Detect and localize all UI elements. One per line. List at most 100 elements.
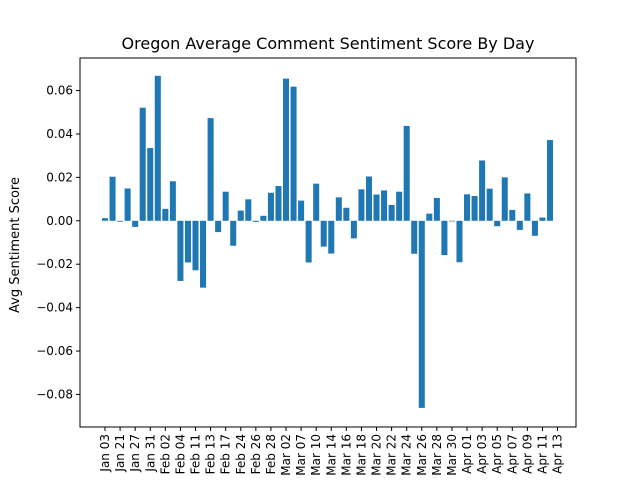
bar-31	[335, 197, 342, 221]
x-tick-label: Feb 11	[189, 434, 203, 474]
x-tick-label: Apr 03	[475, 434, 489, 474]
bar-29	[320, 220, 327, 247]
bar-18	[237, 210, 244, 221]
x-tick-label: Mar 07	[294, 434, 308, 476]
bar-20	[252, 220, 259, 222]
bar-51	[486, 188, 493, 221]
bar-38	[388, 204, 395, 221]
bar-42	[418, 220, 425, 408]
x-tick-label: Jan 27	[128, 434, 142, 473]
y-tick-label: 0.00	[46, 214, 73, 228]
bar-4	[132, 220, 139, 227]
bar-34	[358, 189, 365, 221]
bars-group	[101, 75, 554, 408]
bar-26	[298, 200, 305, 221]
x-tick-label: Feb 02	[158, 434, 172, 474]
y-tick-label: 0.02	[46, 170, 73, 184]
bar-17	[230, 220, 237, 246]
bar-19	[245, 199, 252, 221]
bar-0	[101, 218, 109, 221]
y-tick-label: −0.06	[36, 344, 73, 358]
bar-47	[456, 220, 463, 263]
x-tick-label: Feb 28	[264, 434, 278, 474]
x-tick-label: Apr 09	[520, 434, 534, 474]
y-tick-label: −0.08	[36, 387, 73, 401]
x-tick-label: Mar 18	[354, 434, 368, 476]
x-tick-label: Jan 03	[98, 434, 112, 473]
bar-49	[471, 196, 478, 221]
bar-7	[154, 75, 161, 221]
bar-6	[147, 148, 154, 221]
x-tick-label: Mar 28	[430, 434, 444, 476]
x-tick-label: Feb 24	[234, 434, 248, 474]
x-tick-label: Mar 24	[400, 434, 414, 476]
bar-56	[524, 193, 531, 221]
bar-10	[177, 220, 184, 281]
x-tick-label: Feb 26	[249, 434, 263, 474]
bar-58	[539, 217, 546, 221]
bar-59	[546, 140, 554, 221]
x-tick-label: Mar 30	[445, 434, 459, 476]
bar-55	[516, 220, 523, 230]
y-tick-label: 0.06	[46, 84, 73, 98]
bar-50	[479, 160, 486, 221]
bar-40	[403, 125, 410, 221]
bar-16	[222, 191, 229, 221]
x-tick-label: Mar 22	[385, 434, 399, 476]
x-tick-label: Jan 31	[143, 434, 157, 473]
bar-27	[305, 220, 312, 263]
bar-37	[381, 190, 388, 221]
bar-2	[117, 220, 124, 222]
bar-25	[290, 86, 297, 221]
y-tick-label: −0.04	[36, 301, 73, 315]
bar-21	[260, 215, 267, 221]
chart-title: Oregon Average Comment Sentiment Score B…	[122, 34, 535, 53]
bar-14	[207, 118, 214, 221]
bar-53	[501, 177, 508, 221]
bar-44	[433, 198, 440, 221]
y-axis: 0.06 0.04 0.02 0.00 −0.02 −0.04 −0.06 −0.08	[36, 84, 80, 401]
bar-1	[109, 176, 116, 221]
y-tick-label: −0.02	[36, 257, 73, 271]
bar-5	[139, 107, 146, 221]
bar-28	[313, 183, 320, 221]
bar-54	[509, 209, 516, 221]
bar-43	[426, 213, 433, 221]
bar-48	[464, 194, 471, 221]
bar-45	[441, 220, 448, 256]
bar-35	[365, 176, 372, 221]
bar-23	[275, 186, 282, 221]
bar-57	[531, 220, 538, 236]
bar-36	[373, 194, 380, 221]
plot-frame	[79, 57, 577, 428]
x-tick-label: Mar 10	[309, 434, 323, 476]
bar-12	[192, 220, 199, 271]
bar-52	[494, 220, 501, 227]
bar-9	[169, 181, 176, 221]
bar-24	[283, 78, 290, 221]
bar-15	[215, 220, 222, 233]
bar-46	[448, 220, 455, 222]
x-tick-label: Mar 14	[324, 434, 338, 476]
x-axis: Jan 03 Jan 21 Jan 27 Jan 31 Feb 02 Feb 04 Feb …	[98, 427, 565, 476]
x-tick-label: Mar 20	[370, 434, 384, 476]
x-tick-label: Apr 05	[490, 434, 504, 474]
x-tick-label: Mar 02	[279, 434, 293, 476]
bar-30	[328, 220, 335, 254]
x-tick-label: Mar 26	[415, 434, 429, 476]
bar-32	[343, 207, 350, 221]
bar-11	[184, 220, 191, 263]
bar-33	[350, 220, 357, 239]
x-tick-label: Apr 01	[460, 434, 474, 474]
bar-3	[124, 188, 131, 221]
bar-13	[200, 220, 207, 288]
y-axis-label: Avg Sentiment Score	[8, 177, 23, 313]
bar-41	[411, 220, 418, 254]
x-tick-label: Apr 07	[505, 434, 519, 474]
bar-39	[396, 191, 403, 221]
x-tick-label: Feb 04	[173, 434, 187, 474]
x-tick-label: Feb 13	[204, 434, 218, 474]
x-tick-label: Jan 21	[113, 434, 127, 473]
